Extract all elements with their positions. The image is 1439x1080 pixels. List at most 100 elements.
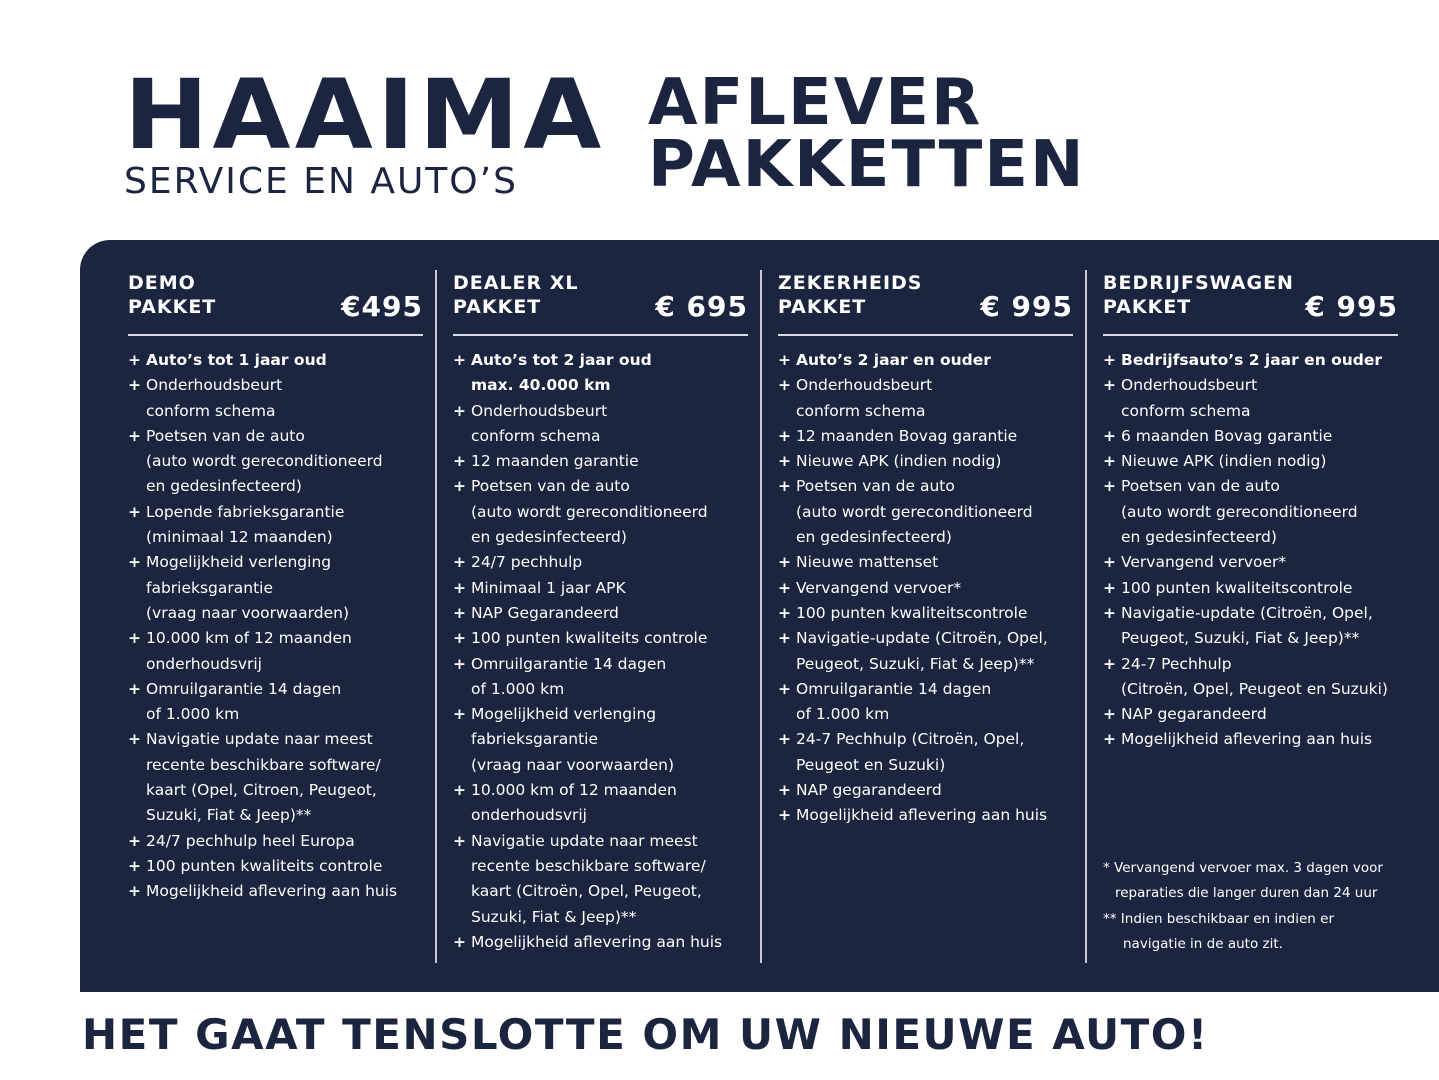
plus-icon: + <box>128 629 141 648</box>
package-title: PAKKET <box>778 296 867 318</box>
list-item-line: conform schema <box>471 426 601 445</box>
plus-icon: + <box>453 452 466 471</box>
list-item-line: fabrieksgarantie <box>146 578 274 597</box>
list-item: + Navigatie update naar meest recente besc… <box>453 829 748 930</box>
plus-icon: + <box>453 578 466 597</box>
list-item: + Omruilgarantie 14 dagen of 1.000 km <box>453 652 748 703</box>
list-item-line: Navigatie-update (Citroën, Opel, <box>1121 603 1373 622</box>
list-item-line: en gedesinfecteerd) <box>796 528 952 547</box>
list-item-line: Onderhoudsbeurt <box>1121 376 1258 395</box>
list-item-line: of 1.000 km <box>796 705 890 724</box>
list-item: + Poetsen van de auto (auto wordt gerecond… <box>128 424 423 500</box>
list-item-line: Nieuwe APK (indien nodig) <box>1121 452 1327 471</box>
plus-icon: + <box>1103 705 1116 724</box>
list-item: +24/7 pechhulp heel Europa <box>128 829 423 854</box>
list-item-line: Poetsen van de auto <box>146 426 305 445</box>
list-item: +24/7 pechhulp <box>453 550 748 575</box>
package-column: DEMO PAKKET €495 + Auto’s tot 1 jaar oud +… <box>128 271 423 905</box>
list-item-line: 10.000 km of 12 maanden <box>146 629 352 648</box>
page-title: AFLEVER PAKKETTEN <box>648 71 1086 197</box>
plus-icon: + <box>453 831 466 850</box>
list-item: +6 maanden Bovag garantie <box>1103 424 1398 449</box>
package-column: DEALER XL PAKKET € 695 + Auto’s tot 2 jaa… <box>453 271 748 955</box>
list-item-line: max. 40.000 km <box>471 376 611 395</box>
list-item: + Navigatie-update (Citroën, Opel, Peugeot… <box>778 626 1073 677</box>
header-rule <box>1103 334 1398 336</box>
plus-icon: + <box>128 679 141 698</box>
list-item: + Onderhoudsbeurt conform schema <box>1103 373 1398 424</box>
plus-icon: + <box>1103 603 1116 622</box>
list-item-line: onderhoudsvrij <box>471 806 587 825</box>
list-item: + Omruilgarantie 14 dagen of 1.000 km <box>778 677 1073 728</box>
list-item-line: (vraag naar voorwaarden) <box>471 755 675 774</box>
package-header: DEALER XL PAKKET € 695 <box>453 271 748 323</box>
list-item-line: of 1.000 km <box>146 705 240 724</box>
footnote-2-cont: navigatie in de auto zit. <box>1123 935 1283 952</box>
plus-icon: + <box>453 553 466 572</box>
package-title: ZEKERHEIDS <box>778 272 923 294</box>
list-item-line: (auto wordt gereconditioneerd <box>1121 502 1358 521</box>
list-item: + Omruilgarantie 14 dagen of 1.000 km <box>128 677 423 728</box>
plus-icon: + <box>1103 654 1116 673</box>
plus-icon: + <box>1103 578 1116 597</box>
list-item-line: conform schema <box>796 401 926 420</box>
package-title: BEDRIJFSWAGEN <box>1103 272 1294 294</box>
plus-icon: + <box>453 401 466 420</box>
list-item-line: Nieuwe APK (indien nodig) <box>796 452 1002 471</box>
list-item-line: Poetsen van de auto <box>1121 477 1280 496</box>
brand-logo: HAAIMA SERVICE EN AUTO’S <box>124 67 601 202</box>
list-item-line: NAP gegarandeerd <box>796 781 942 800</box>
list-item-line: 24-7 Pechhulp <box>1121 654 1232 673</box>
plus-icon: + <box>778 730 791 749</box>
list-item: + Mogelijkheid aflevering aan huis <box>1103 727 1398 752</box>
footnote-1-cont: reparaties die langer duren dan 24 uur <box>1115 885 1378 902</box>
list-item: + Minimaal 1 jaar APK <box>453 576 748 601</box>
list-item-line: Vervangend vervoer* <box>796 578 962 597</box>
package-price: € 695 <box>655 290 748 323</box>
plus-icon: + <box>128 502 141 521</box>
plus-icon: + <box>453 629 466 648</box>
list-item: + Vervangend vervoer* <box>778 576 1073 601</box>
list-item: + Bedrijfsauto’s 2 jaar en ouder <box>1103 348 1398 373</box>
package-title: PAKKET <box>1103 296 1192 318</box>
package-price: € 995 <box>980 290 1073 323</box>
list-item-line: en gedesinfecteerd) <box>471 528 627 547</box>
footnote-1: * Vervangend vervoer max. 3 dagen voor <box>1103 860 1383 876</box>
list-item: + Lopende fabrieksgarantie (minimaal 12 ma… <box>128 500 423 551</box>
plus-icon: + <box>778 477 791 496</box>
plus-icon: + <box>778 351 791 369</box>
list-item-line: NAP Gegarandeerd <box>471 603 619 622</box>
list-item-line: 24/7 pechhulp heel Europa <box>146 831 355 850</box>
list-item-line: Onderhoudsbeurt <box>471 401 608 420</box>
brand-name: HAAIMA <box>124 59 606 171</box>
list-item: + Nieuwe APK (indien nodig) <box>1103 449 1398 474</box>
list-item-line: Vervangend vervoer* <box>1121 553 1287 572</box>
list-item-line: 100 punten kwaliteitscontrole <box>1121 578 1353 597</box>
plus-icon: + <box>1103 730 1116 749</box>
list-item-line: Mogelijkheid aflevering aan huis <box>146 882 398 901</box>
plus-icon: + <box>778 426 791 445</box>
list-item-line: 6 maanden Bovag garantie <box>1121 426 1333 445</box>
plus-icon: + <box>1103 376 1116 395</box>
list-item-line: 100 punten kwaliteitscontrole <box>796 603 1028 622</box>
package-header: BEDRIJFSWAGEN PAKKET € 995 <box>1103 271 1398 323</box>
plus-icon: + <box>778 578 791 597</box>
list-item: + Auto’s tot 1 jaar oud <box>128 348 423 373</box>
plus-icon: + <box>453 781 466 800</box>
plus-icon: + <box>778 781 791 800</box>
list-item-line: (auto wordt gereconditioneerd <box>146 452 383 471</box>
list-item-line: conform schema <box>146 401 276 420</box>
list-item: + Mogelijkheid aflevering aan huis <box>453 930 748 955</box>
plus-icon: + <box>778 806 791 825</box>
list-item-line: Onderhoudsbeurt <box>796 376 933 395</box>
list-item-line: en gedesinfecteerd) <box>1121 528 1277 547</box>
list-item-line: Minimaal 1 jaar APK <box>471 578 626 597</box>
list-item-line: Lopende fabrieksgarantie <box>146 502 345 521</box>
list-item-line: (vraag naar voorwaarden) <box>146 603 350 622</box>
list-item-line: Mogelijkheid verlenging <box>146 553 332 572</box>
plus-icon: + <box>778 376 791 395</box>
list-item-line: kaart (Opel, Citroen, Peugeot, <box>146 781 377 800</box>
list-item: + Poetsen van de auto (auto wordt gerecond… <box>1103 474 1398 550</box>
plus-icon: + <box>128 856 141 875</box>
list-item: + NAP gegarandeerd <box>1103 702 1398 727</box>
